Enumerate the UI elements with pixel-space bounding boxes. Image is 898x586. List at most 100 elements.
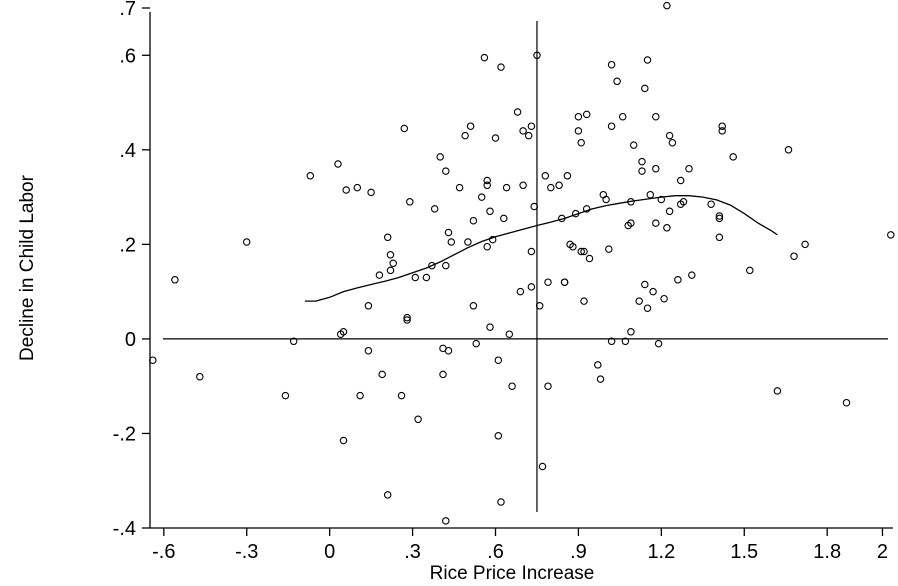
data-point xyxy=(801,240,809,249)
data-point xyxy=(627,328,635,336)
x-tick-label: -.6 xyxy=(152,541,175,563)
data-point xyxy=(729,153,737,161)
data-point xyxy=(638,167,646,175)
data-point xyxy=(497,498,505,506)
data-point xyxy=(544,382,552,390)
data-point xyxy=(707,200,715,208)
data-point xyxy=(679,198,688,206)
data-point xyxy=(643,304,652,312)
data-point xyxy=(464,238,472,246)
data-point xyxy=(439,370,447,379)
data-point xyxy=(430,205,439,213)
data-point xyxy=(607,60,616,69)
data-point xyxy=(422,273,431,282)
y-tick-label: .4 xyxy=(119,140,136,162)
data-point xyxy=(494,356,503,364)
data-point xyxy=(790,252,798,260)
data-point xyxy=(555,181,563,190)
data-point xyxy=(497,63,505,71)
data-point xyxy=(605,245,613,253)
data-point xyxy=(652,112,660,121)
data-point xyxy=(469,216,478,225)
data-point xyxy=(367,188,375,197)
data-point xyxy=(339,436,348,445)
data-point xyxy=(455,183,464,192)
data-point xyxy=(715,212,724,220)
data-point xyxy=(580,297,588,305)
data-point xyxy=(676,176,685,185)
x-axis-title: Rice Price Increase xyxy=(430,563,595,584)
data-point xyxy=(383,491,392,499)
data-point xyxy=(563,172,572,180)
data-point xyxy=(486,207,494,216)
data-point xyxy=(281,391,290,400)
data-point xyxy=(403,313,411,322)
data-point xyxy=(483,242,491,251)
data-point xyxy=(574,127,583,135)
data-point xyxy=(480,53,489,62)
data-point xyxy=(674,276,682,284)
data-point xyxy=(339,328,348,336)
data-point xyxy=(585,254,594,263)
data-point xyxy=(663,1,671,10)
data-point xyxy=(389,259,397,268)
data-point xyxy=(289,337,298,346)
data-point xyxy=(149,356,157,364)
y-axis-ticks: -.4 -.2 0 .2 .4 .6 .7 xyxy=(113,0,150,540)
smoothed-fit-line xyxy=(304,195,778,302)
data-point xyxy=(502,183,511,192)
data-point xyxy=(483,176,491,185)
data-point xyxy=(494,432,503,440)
data-point xyxy=(688,271,696,279)
data-point xyxy=(491,134,500,142)
data-point xyxy=(447,238,456,246)
x-axis-ticks: -.6 -.3 0 .3 .6 .9 1.2 1.5 1.8 2 xyxy=(152,528,888,563)
data-point xyxy=(618,112,627,121)
y-tick-label: -.4 xyxy=(113,518,136,540)
data-point xyxy=(663,224,671,232)
data-point xyxy=(530,202,538,211)
data-point xyxy=(386,266,395,275)
data-point xyxy=(383,233,392,242)
y-tick-label: -.2 xyxy=(113,423,136,445)
data-point xyxy=(364,302,373,310)
data-point xyxy=(638,157,646,166)
data-point xyxy=(660,294,668,303)
data-point xyxy=(649,287,657,296)
data-point xyxy=(602,195,610,204)
data-point xyxy=(668,138,677,147)
data-point xyxy=(171,276,179,284)
data-point xyxy=(513,108,522,116)
y-tick-label: .2 xyxy=(119,234,136,256)
data-point xyxy=(574,112,583,121)
data-point xyxy=(483,181,491,190)
data-point xyxy=(596,375,605,383)
data-point xyxy=(538,462,547,471)
data-point xyxy=(641,280,649,289)
data-point xyxy=(654,339,663,348)
data-point xyxy=(375,271,384,279)
data-point xyxy=(547,183,555,192)
data-point xyxy=(406,198,414,206)
data-point xyxy=(442,261,450,270)
data-point xyxy=(519,127,527,135)
data-point xyxy=(635,297,643,305)
data-point xyxy=(535,302,544,310)
x-tick-label: .9 xyxy=(570,541,587,563)
data-point xyxy=(400,124,409,133)
y-tick-label: .6 xyxy=(119,45,136,67)
data-point xyxy=(477,193,486,201)
data-point xyxy=(356,391,364,400)
x-tick-label: -.3 xyxy=(235,541,258,563)
data-point xyxy=(599,190,608,199)
data-point xyxy=(607,122,616,130)
data-point xyxy=(403,316,411,324)
data-point xyxy=(508,382,516,390)
data-point xyxy=(461,131,469,140)
data-point xyxy=(746,266,754,275)
data-point xyxy=(685,164,693,173)
data-point xyxy=(652,219,660,227)
data-point xyxy=(842,398,851,407)
data-point xyxy=(414,415,422,424)
